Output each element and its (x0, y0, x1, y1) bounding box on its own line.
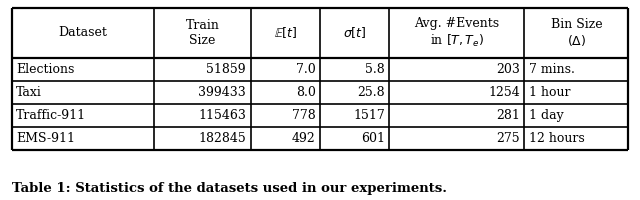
Text: $\mathbb{E}[t]$: $\mathbb{E}[t]$ (273, 26, 297, 40)
Text: 1 day: 1 day (529, 109, 564, 122)
Text: 1517: 1517 (353, 109, 385, 122)
Text: Traffic-911: Traffic-911 (16, 109, 86, 122)
Text: 492: 492 (292, 132, 316, 145)
Text: 7 mins.: 7 mins. (529, 63, 575, 76)
Text: Taxi: Taxi (16, 86, 42, 99)
Text: 7.0: 7.0 (296, 63, 316, 76)
Text: 1 hour: 1 hour (529, 86, 570, 99)
Text: 5.8: 5.8 (365, 63, 385, 76)
Text: 182845: 182845 (198, 132, 246, 145)
Text: Train
Size: Train Size (186, 19, 220, 47)
Text: 51859: 51859 (207, 63, 246, 76)
Text: Dataset: Dataset (58, 26, 108, 40)
Text: Bin Size
$(\Delta)$: Bin Size $(\Delta)$ (550, 18, 602, 48)
Text: $\sigma[t]$: $\sigma[t]$ (343, 26, 367, 40)
Text: 25.8: 25.8 (357, 86, 385, 99)
Text: EMS-911: EMS-911 (16, 132, 75, 145)
Text: Elections: Elections (16, 63, 74, 76)
Text: 12 hours: 12 hours (529, 132, 584, 145)
Text: 203: 203 (496, 63, 520, 76)
Text: 8.0: 8.0 (296, 86, 316, 99)
Text: 281: 281 (496, 109, 520, 122)
Text: 399433: 399433 (198, 86, 246, 99)
Text: 1254: 1254 (488, 86, 520, 99)
Text: Avg. #Events
in $[T, T_e)$: Avg. #Events in $[T, T_e)$ (414, 17, 499, 49)
Text: 275: 275 (496, 132, 520, 145)
Text: 115463: 115463 (198, 109, 246, 122)
Text: 778: 778 (292, 109, 316, 122)
Text: Table 1: Statistics of the datasets used in our experiments.: Table 1: Statistics of the datasets used… (12, 182, 447, 195)
Text: 601: 601 (361, 132, 385, 145)
